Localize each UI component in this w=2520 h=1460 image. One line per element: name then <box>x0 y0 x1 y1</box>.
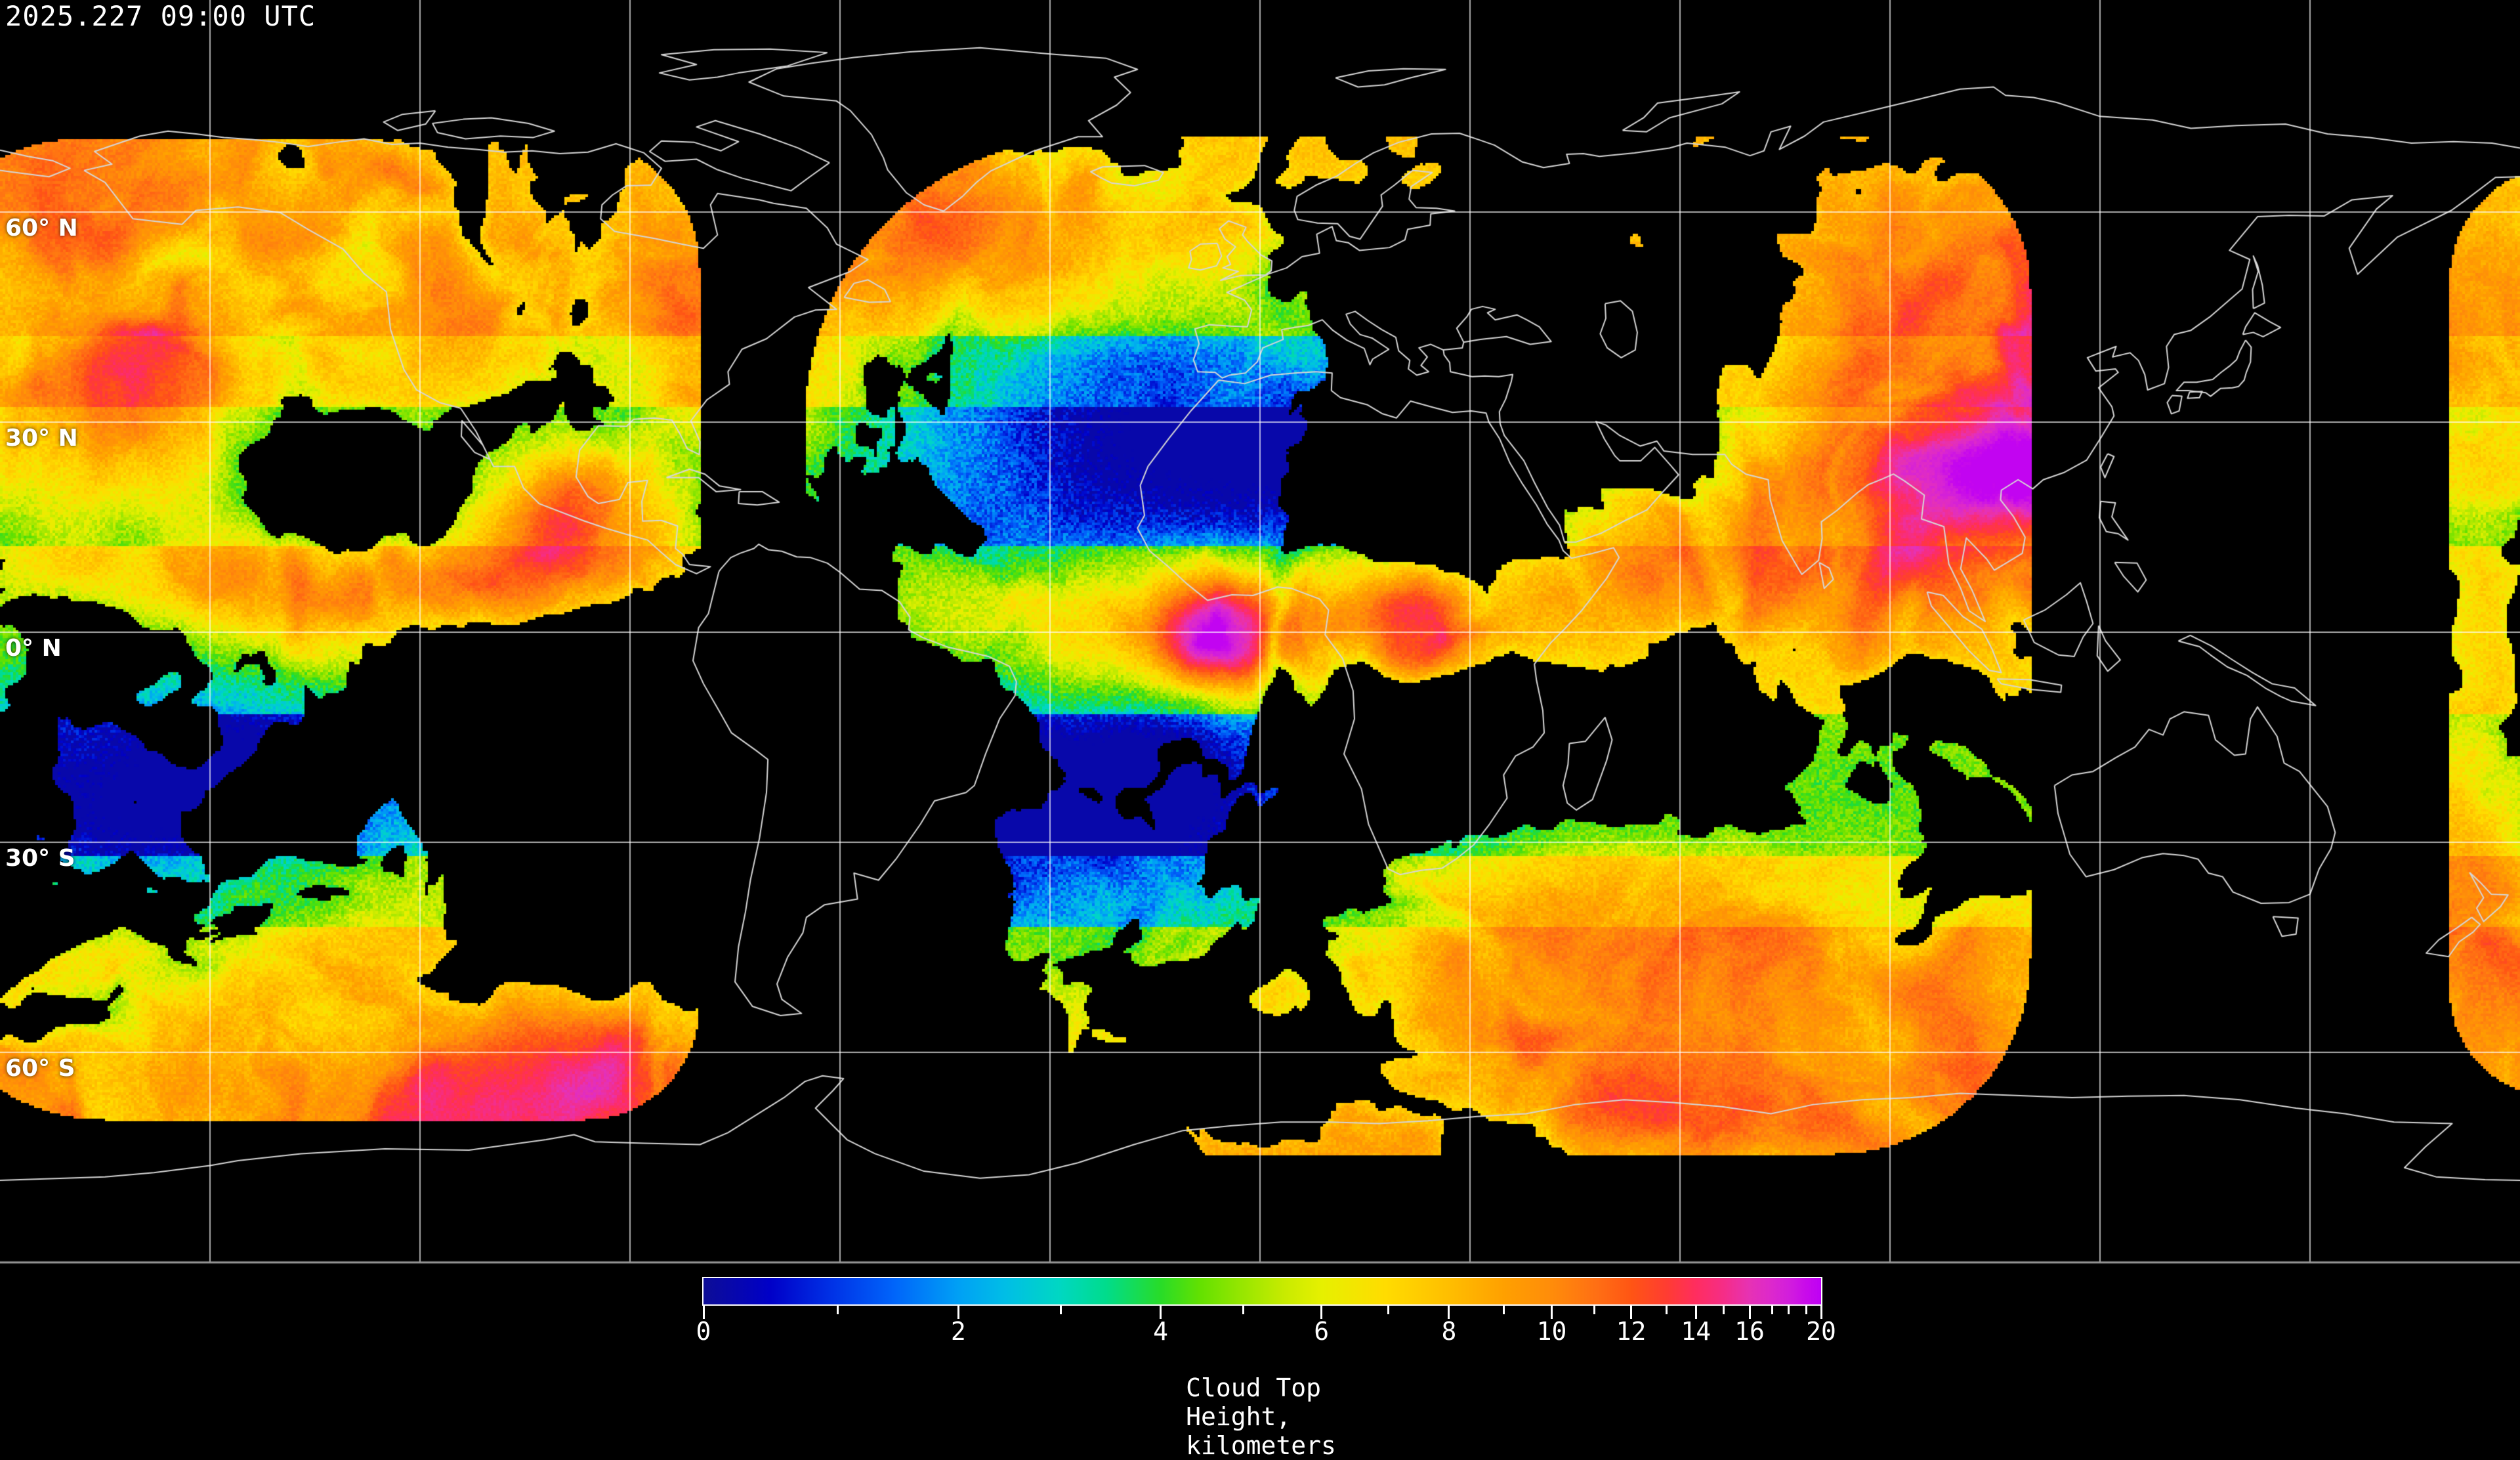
colorbar-tick-mark <box>1820 1306 1822 1319</box>
colorbar-tick-label: 0 <box>696 1317 711 1346</box>
colorbar-tick-mark <box>702 1306 705 1319</box>
colorbar-tick-mark <box>1502 1306 1505 1314</box>
colorbar-tick-label: 8 <box>1441 1317 1457 1346</box>
colorbar-tick-mark <box>836 1306 839 1314</box>
colorbar-tick-label: 2 <box>950 1317 966 1346</box>
colorbar-tick-mark <box>1320 1306 1323 1319</box>
colorbar-tick-label: 12 <box>1616 1317 1647 1346</box>
colorbar-tick-mark <box>1551 1306 1553 1319</box>
world-cloud-top-height-map <box>0 0 2520 1418</box>
colorbar-tick-mark <box>1160 1306 1162 1319</box>
colorbar-gradient <box>702 1277 1822 1306</box>
colorbar-tick-mark <box>957 1306 959 1319</box>
colorbar-tick-mark <box>1593 1306 1595 1314</box>
colorbar-tick-mark <box>1723 1306 1725 1314</box>
colorbar-tick-mark <box>1629 1306 1632 1319</box>
colorbar-tick-mark <box>1788 1306 1790 1314</box>
colorbar-tick-mark <box>1805 1306 1808 1314</box>
latitude-label-60s: 60° S <box>5 1055 75 1082</box>
colorbar-tick-mark <box>1242 1306 1245 1314</box>
colorbar-tick-label: 6 <box>1314 1317 1330 1346</box>
colorbar-title: Cloud Top Height, kilometers <box>1186 1373 1336 1460</box>
latitude-label-equator: 0° N <box>5 635 62 662</box>
colorbar-tick-mark <box>1771 1306 1773 1314</box>
colorbar-tick-mark <box>1694 1306 1697 1319</box>
colorbar-tick-label: 20 <box>1806 1317 1836 1346</box>
colorbar-tick-mark <box>1060 1306 1062 1314</box>
colorbar-tick-mark <box>1387 1306 1390 1314</box>
colorbar-tick-mark <box>1748 1306 1751 1319</box>
colorbar-tick-label: 4 <box>1153 1317 1168 1346</box>
latitude-label-30n: 30° N <box>5 425 78 452</box>
timestamp-label: 2025.227 09:00 UTC <box>5 0 316 32</box>
colorbar-tick-mark <box>1666 1306 1668 1314</box>
latitude-label-30s: 30° S <box>5 845 75 872</box>
colorbar-tick-label: 16 <box>1734 1317 1765 1346</box>
colorbar-tick-mark <box>1448 1306 1450 1319</box>
latitude-label-60n: 60° N <box>5 215 78 242</box>
colorbar-tick-label: 10 <box>1536 1317 1567 1346</box>
colorbar-tick-label: 14 <box>1681 1317 1712 1346</box>
